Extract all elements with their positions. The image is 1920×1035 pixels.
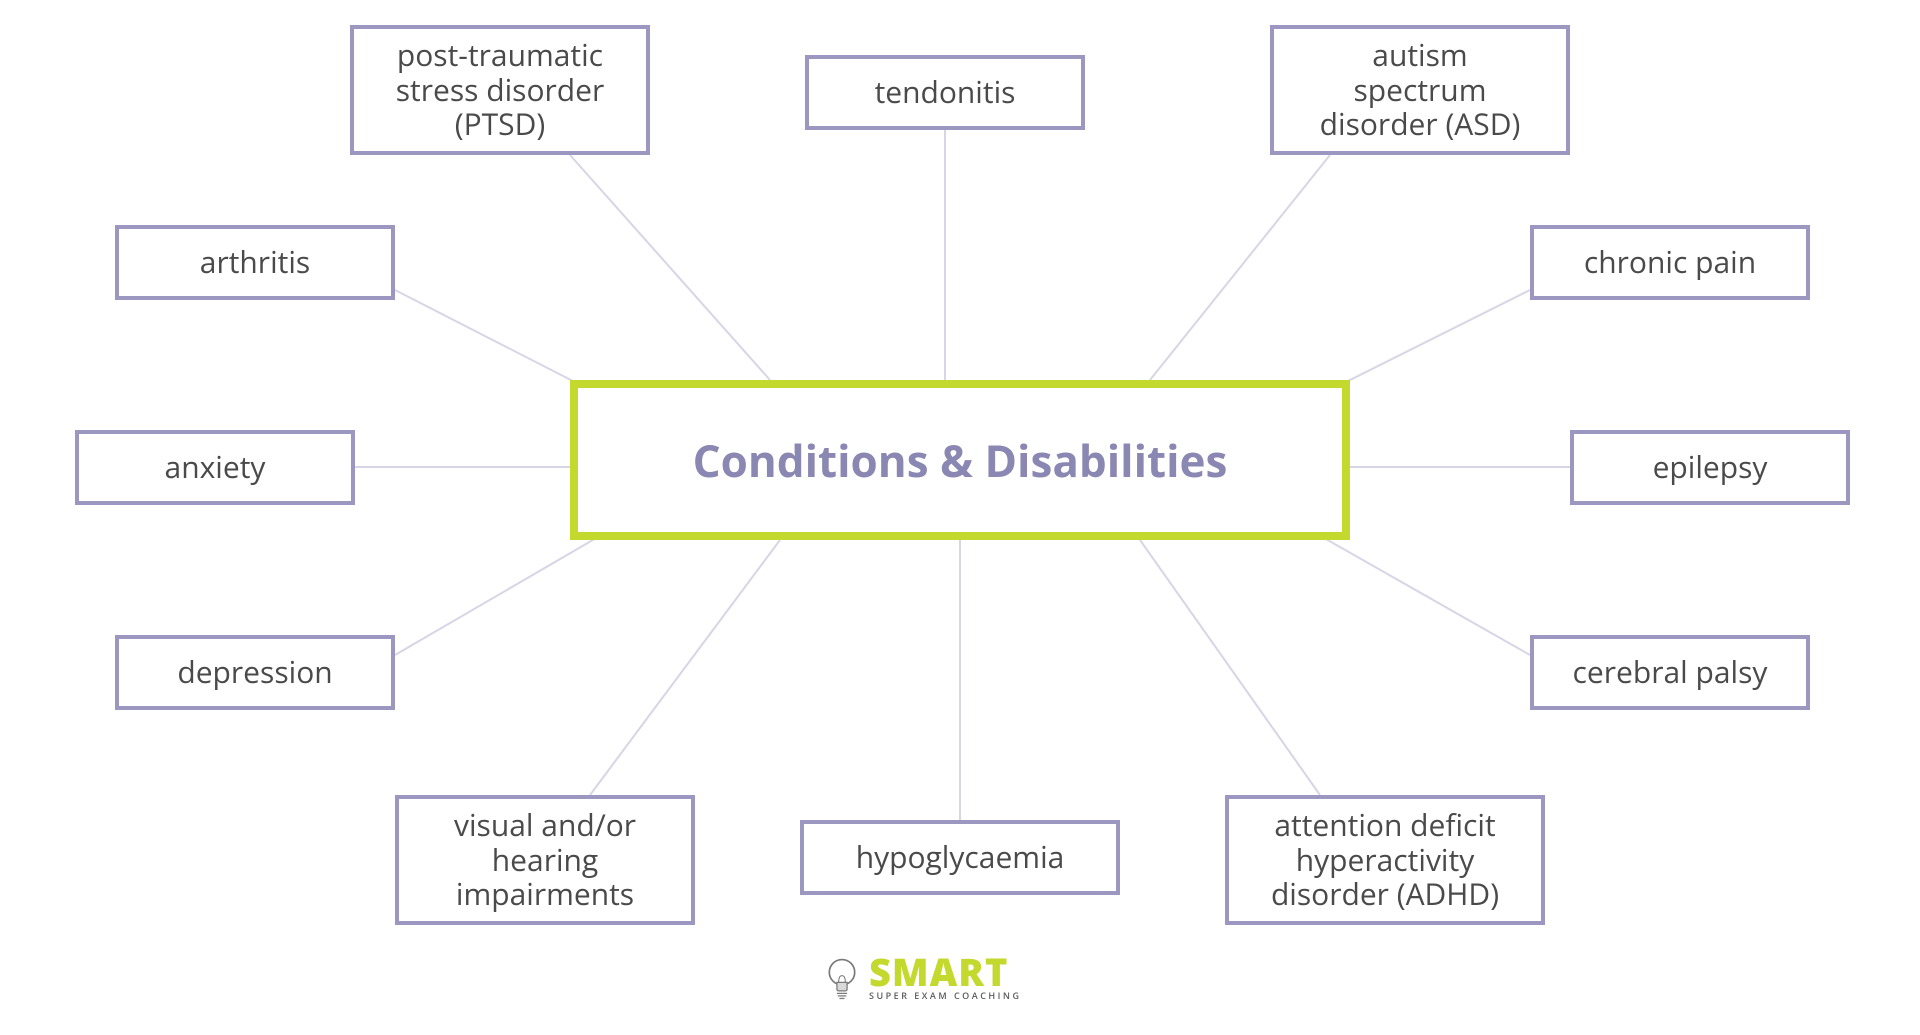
node-chronic: chronic pain [1530, 225, 1810, 300]
node-label: cerebral palsy [1573, 655, 1768, 690]
node-label: chronic pain [1584, 245, 1756, 280]
node-label: depression [177, 655, 332, 690]
node-ptsd: post-traumatic stress disorder (PTSD) [350, 25, 650, 155]
node-label: visual and/or hearing impairments [454, 808, 636, 912]
node-cerebral: cerebral palsy [1530, 635, 1810, 710]
node-label: arthritis [200, 245, 310, 280]
node-tendonitis: tendonitis [805, 55, 1085, 130]
logo-subtitle: SUPER EXAM COACHING [869, 989, 1022, 1002]
node-label: attention deficit hyperactivity disorder… [1271, 808, 1499, 912]
logo-word: SMART [869, 955, 1022, 989]
node-depression: depression [115, 635, 395, 710]
connector-line [1140, 540, 1320, 795]
central-label: Conditions & Disabilities [693, 435, 1228, 486]
connector-line [1150, 155, 1330, 380]
diagram-stage: Conditions & Disabilities post-traumatic… [0, 0, 1920, 1035]
connector-line [590, 540, 780, 795]
node-epilepsy: epilepsy [1570, 430, 1850, 505]
node-anxiety: anxiety [75, 430, 355, 505]
node-visual: visual and/or hearing impairments [395, 795, 695, 925]
logo-text-box: SMART SUPER EXAM COACHING [869, 955, 1022, 1002]
lightbulb-icon [825, 957, 859, 1001]
node-hypo: hypoglycaemia [800, 820, 1120, 895]
connector-line [570, 155, 770, 380]
node-label: anxiety [165, 450, 266, 485]
node-label: post-traumatic stress disorder (PTSD) [396, 38, 604, 142]
node-label: epilepsy [1653, 450, 1768, 485]
brand-logo: SMART SUPER EXAM COACHING [825, 955, 1022, 1002]
connector-line [1310, 530, 1530, 655]
node-asd: autism spectrum disorder (ASD) [1270, 25, 1570, 155]
node-arthritis: arthritis [115, 225, 395, 300]
node-label: hypoglycaemia [856, 840, 1065, 875]
node-label: tendonitis [875, 75, 1016, 110]
node-label: autism spectrum disorder (ASD) [1320, 38, 1521, 142]
connector-line [395, 530, 610, 655]
node-adhd: attention deficit hyperactivity disorder… [1225, 795, 1545, 925]
central-node: Conditions & Disabilities [570, 380, 1350, 540]
